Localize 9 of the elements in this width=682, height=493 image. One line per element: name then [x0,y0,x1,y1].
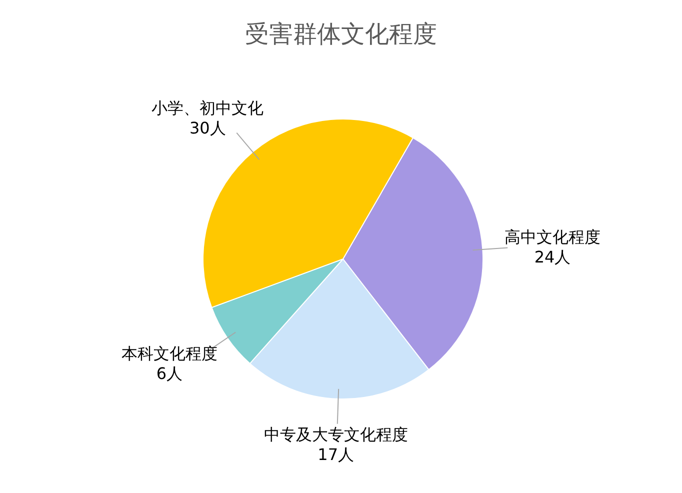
data-label: 30人 [189,118,226,138]
slice-label: 高中文化程度 [504,227,601,246]
data-label: 6人 [156,364,183,384]
slice-label: 中专及大专文化程度 [264,424,408,444]
data-label: 24人 [534,247,571,266]
data-label: 17人 [318,444,354,464]
chart-title: 受害群体文化程度 [244,19,438,50]
slice-label: 小学、初中文化 [152,98,264,118]
slice-label: 本科文化程度 [121,344,218,364]
